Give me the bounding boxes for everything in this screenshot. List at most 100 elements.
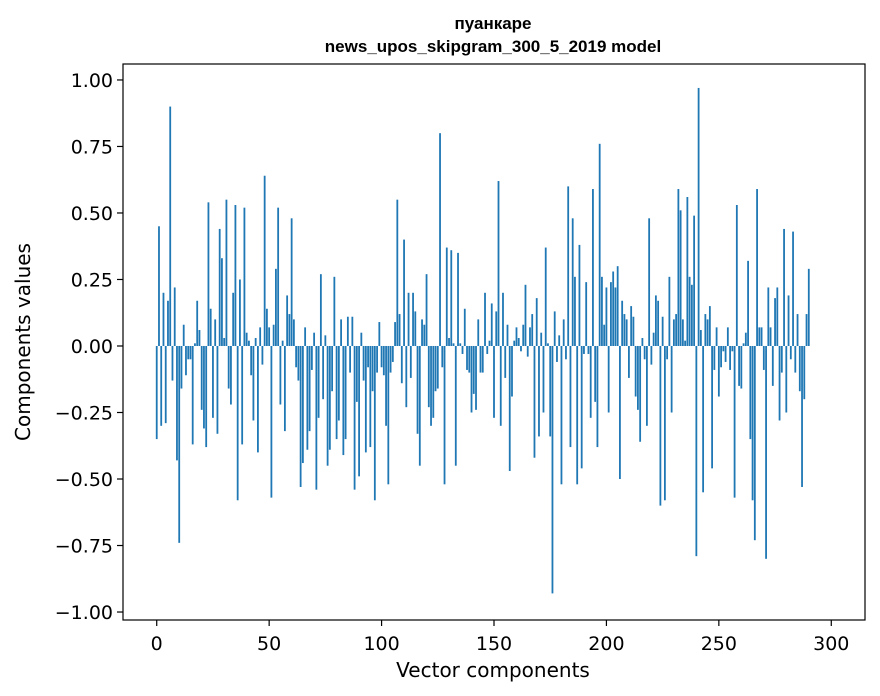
bar-128 [443,345,446,485]
x-axis-ticks: 0 50 100 150 200 250 300 [151,620,849,655]
bar-145 [481,345,484,373]
bar-230 [672,319,675,346]
bar-61 [292,319,295,346]
bar-130 [448,338,450,346]
bar-219 [648,218,651,346]
bar-116 [416,345,419,434]
bar-169 [535,298,538,346]
bar-203 [612,271,615,346]
bar-228 [668,276,671,346]
bar-41 [248,340,250,346]
bar-95 [369,345,372,448]
x-tick-label: 200 [588,633,624,655]
bar-286 [798,345,801,392]
bar-251 [720,345,722,368]
bar-148 [488,340,491,346]
bar-96 [371,345,374,392]
bar-10 [178,345,181,543]
bar-167 [531,314,534,346]
bar-16 [191,345,194,445]
bar-19 [198,330,201,346]
bar-284 [794,345,797,373]
bar-70 [313,332,316,346]
bar-188 [578,244,581,346]
bar-221 [652,332,655,346]
bar-179 [558,335,561,346]
bar-3 [162,292,165,346]
bar-18 [196,300,199,346]
bar-283 [792,231,794,346]
bar-270 [762,345,765,370]
bar-111 [405,345,408,408]
bar-236 [686,197,689,346]
x-tick-label: 100 [363,633,399,655]
bar-0 [155,345,158,440]
bar-276 [776,287,779,346]
bar-82 [340,319,342,346]
bar-103 [387,345,390,485]
bar-177 [553,311,556,346]
bar-55 [279,345,282,405]
bar-8 [173,287,176,346]
bar-136 [461,345,464,354]
bar-112 [407,292,410,346]
bar-7 [171,345,174,381]
bar-153 [499,345,502,426]
bar-154 [502,292,504,346]
bar-141 [472,345,475,394]
bar-73 [319,274,322,346]
bar-39 [243,207,246,346]
bar-282 [789,345,792,360]
bar-234 [681,319,684,346]
bar-125 [436,345,439,389]
bar-68 [308,345,311,432]
bar-176 [551,345,554,594]
bar-261 [742,343,745,346]
bar-247 [711,345,713,469]
bar-80 [335,345,338,440]
bar-33 [230,345,232,405]
bar-212 [632,316,635,346]
bar-9 [176,345,178,461]
x-tick-label: 50 [257,633,281,655]
bar-127 [441,345,444,368]
bar-42 [250,345,253,376]
bar-23 [207,202,210,346]
bar-255 [729,345,731,370]
bar-209 [625,319,628,346]
bar-245 [706,319,709,346]
bar-144 [479,345,482,373]
bar-200 [605,287,608,346]
bar-170 [538,345,540,437]
bar-121 [427,345,430,408]
bar-250 [717,345,720,397]
bar-161 [517,338,520,346]
bar-27 [216,345,219,434]
bar-290 [807,268,810,346]
bar-54 [277,207,280,346]
bar-31 [225,199,228,346]
bar-163 [522,324,525,346]
bar-53 [275,268,277,346]
bar-269 [760,327,763,346]
bar-15 [189,345,192,360]
bar-191 [585,282,588,346]
bar-239 [693,215,696,346]
bar-104 [389,345,392,373]
bar-29 [221,258,223,346]
x-tick-label: 250 [701,633,737,655]
bar-211 [630,306,633,346]
bar-62 [295,345,298,368]
bar-101 [382,345,385,376]
bar-165 [526,345,529,357]
bar-258 [735,205,738,346]
bar-172 [542,345,545,413]
bar-131 [450,250,453,346]
bar-122 [430,345,432,426]
bar-287 [801,345,803,487]
bar-227 [666,345,669,360]
bar-275 [774,298,776,346]
y-axis-label: Components values [11,243,35,441]
bar-98 [376,345,378,373]
bar-4 [164,345,167,424]
